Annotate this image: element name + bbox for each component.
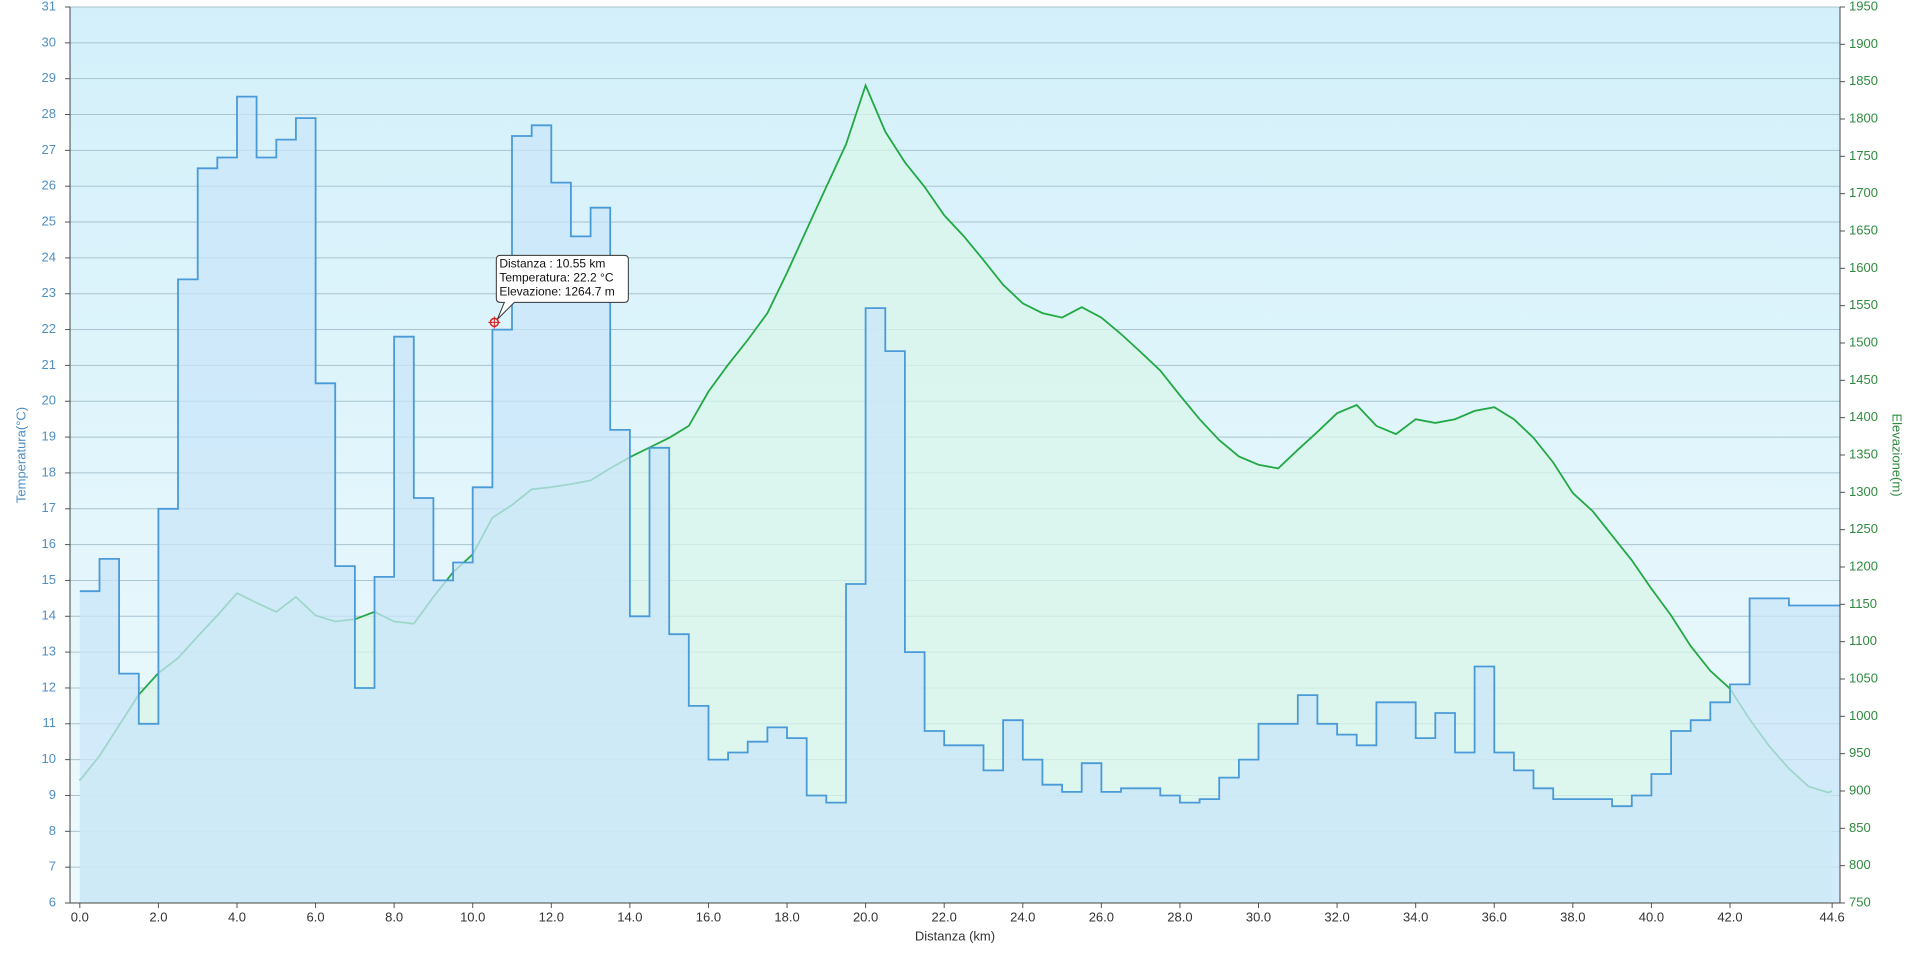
x-tick-label: 18.0: [774, 909, 799, 924]
y2-tick-label: 900: [1849, 782, 1871, 797]
x-tick-label: 38.0: [1560, 909, 1585, 924]
y2-tick-label: 1950: [1849, 0, 1878, 13]
y2-tick-label: 1300: [1849, 484, 1878, 499]
y2-tick-label: 1400: [1849, 409, 1878, 424]
y2-tick-label: 1600: [1849, 260, 1878, 275]
y-tick-label: 12: [42, 679, 56, 694]
y-tick-label: 16: [42, 536, 56, 551]
x-tick-label: 22.0: [932, 909, 957, 924]
y2-tick-label: 850: [1849, 820, 1871, 835]
y2-tick-label: 1000: [1849, 708, 1878, 723]
y2-tick-label: 1450: [1849, 372, 1878, 387]
x-tick-label: 10.0: [460, 909, 485, 924]
y-tick-label: 15: [42, 572, 56, 587]
y-tick-label: 31: [42, 0, 56, 13]
x-tick-label: 0.0: [71, 909, 89, 924]
y2-axis-title: Elevazione(m): [1890, 413, 1905, 496]
y-tick-label: 23: [42, 285, 56, 300]
x-tick-label: 12.0: [539, 909, 564, 924]
y-tick-label: 25: [42, 213, 56, 228]
y2-tick-label: 1750: [1849, 148, 1878, 163]
y-tick-label: 27: [42, 142, 56, 157]
y2-tick-label: 1100: [1849, 633, 1877, 648]
x-tick-label: 20.0: [853, 909, 878, 924]
y2-tick-label: 1150: [1849, 596, 1877, 611]
x-tick-label: 6.0: [307, 909, 325, 924]
y2-tick-label: 1850: [1849, 73, 1878, 88]
y-tick-label: 9: [49, 787, 56, 802]
y-tick-label: 28: [42, 106, 56, 121]
y2-tick-label: 800: [1849, 857, 1871, 872]
y-tick-label: 8: [49, 823, 56, 838]
y2-tick-label: 950: [1849, 745, 1871, 760]
y-tick-label: 19: [42, 429, 56, 444]
y-tick-label: 6: [49, 894, 56, 909]
y-tick-label: 14: [42, 608, 56, 623]
y-tick-label: 10: [42, 751, 56, 766]
x-axis-title: Distanza (km): [915, 928, 995, 943]
y-tick-label: 13: [42, 644, 56, 659]
y2-tick-label: 1050: [1849, 670, 1878, 685]
x-tick-label: 28.0: [1167, 909, 1192, 924]
y-tick-label: 30: [42, 34, 56, 49]
y2-tick-label: 1650: [1849, 222, 1878, 237]
y2-tick-label: 1700: [1849, 185, 1878, 200]
x-tick-label: 30.0: [1246, 909, 1271, 924]
y2-tick-label: 1200: [1849, 558, 1878, 573]
y-tick-label: 18: [42, 464, 56, 479]
tooltip-line: Temperatura: 22.2 °C: [499, 271, 614, 285]
tooltip-box: [495, 254, 629, 320]
x-tick-label: 40.0: [1639, 909, 1664, 924]
y2-tick-label: 1800: [1849, 110, 1878, 125]
y-tick-label: 24: [42, 249, 56, 264]
y-tick-label: 11: [43, 715, 57, 730]
y-tick-label: 7: [49, 859, 56, 874]
y-axis-title: Temperatura(°C): [13, 407, 28, 503]
tooltip-line: Distanza : 10.55 km: [499, 257, 605, 271]
y2-tick-label: 750: [1849, 894, 1871, 909]
y2-tick-label: 1250: [1849, 521, 1878, 536]
x-tick-label: 2.0: [149, 909, 167, 924]
x-tick-label: 36.0: [1482, 909, 1507, 924]
x-tick-label: 42.0: [1717, 909, 1742, 924]
x-tick-label: 24.0: [1010, 909, 1035, 924]
y-tick-label: 26: [42, 178, 56, 193]
y2-tick-label: 1550: [1849, 297, 1878, 312]
y-tick-label: 29: [42, 70, 56, 85]
x-tick-label: 8.0: [385, 909, 403, 924]
y2-tick-label: 1900: [1849, 36, 1878, 51]
y-tick-label: 22: [42, 321, 56, 336]
x-tick-label: 26.0: [1089, 909, 1114, 924]
tooltip-line: Elevazione: 1264.7 m: [499, 285, 614, 299]
x-tick-label: 14.0: [617, 909, 642, 924]
x-tick-label: 4.0: [228, 909, 246, 924]
y-tick-label: 20: [42, 393, 56, 408]
axes: 6 7 8 9 10 11 12 13 14 15 16 17 18 19 20 21 22 23 24 25 26 27…: [42, 0, 1878, 924]
y-tick-label: 17: [42, 500, 56, 515]
y2-tick-label: 1500: [1849, 334, 1878, 349]
y2-tick-label: 1350: [1849, 446, 1878, 461]
x-tick-label: 32.0: [1324, 909, 1349, 924]
x-tick-label: 34.0: [1403, 909, 1428, 924]
y-tick-label: 21: [42, 357, 56, 372]
x-tick-label: 16.0: [696, 909, 721, 924]
x-tick-label: 44.6: [1819, 909, 1844, 924]
series-line: [79, 95, 1840, 808]
